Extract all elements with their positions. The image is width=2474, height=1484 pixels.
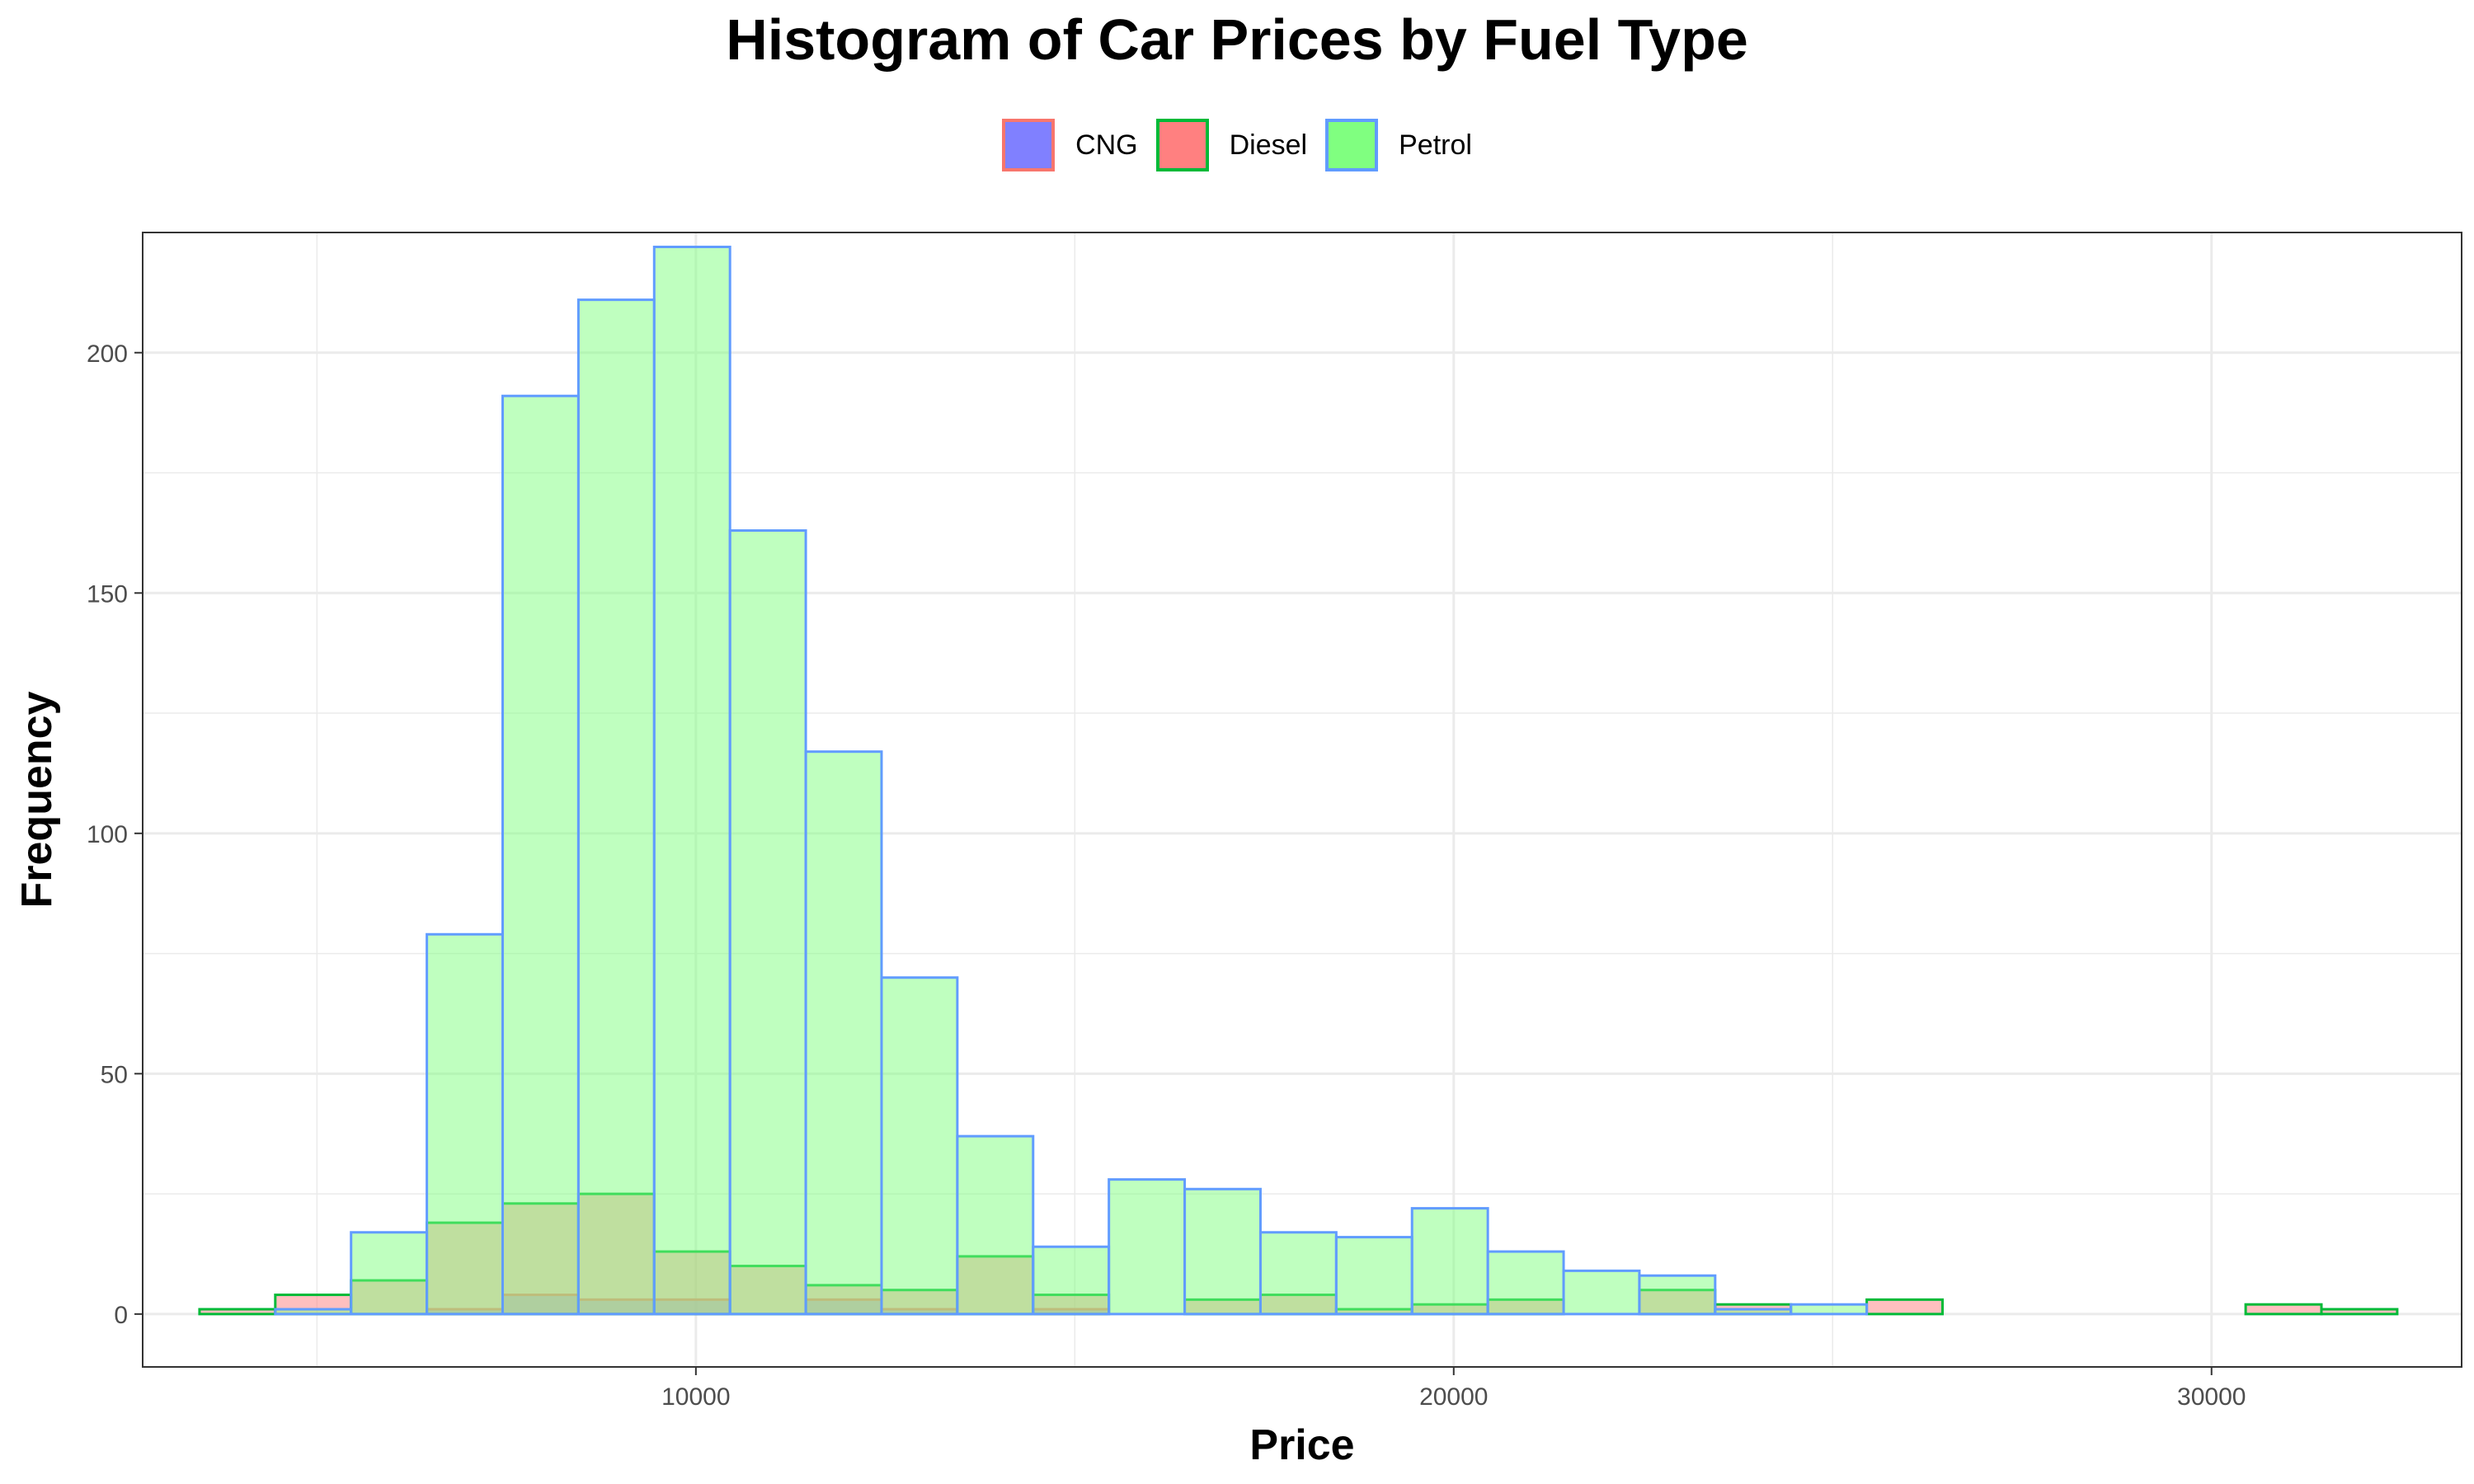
bar-petrol-8 [804, 750, 883, 1316]
legend-key-diesel [1155, 119, 1209, 171]
bar-petrol-4 [501, 394, 580, 1316]
bar-petrol-1 [274, 1308, 353, 1316]
bar-petrol-3 [426, 932, 505, 1316]
chart-title: Histogram of Car Prices by Fuel Type [726, 7, 1748, 72]
histogram-bars [198, 245, 2399, 1316]
y-tick-label-4: 200 [87, 340, 128, 368]
bar-petrol-18 [1562, 1269, 1641, 1316]
bar-petrol-15 [1334, 1236, 1413, 1316]
bar-petrol-2 [350, 1231, 429, 1316]
bar-petrol-12 [1108, 1178, 1187, 1316]
legend-item-petrol: Petrol [1325, 119, 1472, 171]
y-tick-label-1: 50 [101, 1061, 128, 1088]
x-tick-label-1: 20000 [1419, 1383, 1488, 1411]
bar-petrol-7 [728, 528, 807, 1316]
y-axis-ticks: 0 50 100 150 200 [87, 340, 143, 1329]
y-tick-label-3: 150 [87, 580, 128, 608]
bar-petrol-17 [1486, 1250, 1565, 1316]
x-tick-label-0: 10000 [661, 1383, 730, 1411]
bar-diesel-0 [198, 1308, 277, 1316]
legend-label-petrol: Petrol [1399, 129, 1472, 161]
legend-item-cng: CNG [1002, 119, 1138, 171]
bar-petrol-6 [652, 245, 731, 1316]
y-axis-title: Frequency [13, 691, 61, 908]
bar-petrol-19 [1638, 1274, 1717, 1316]
bar-petrol-20 [1714, 1308, 1793, 1316]
y-tick-label-0: 0 [114, 1302, 128, 1329]
x-tick-label-2: 30000 [2177, 1383, 2246, 1411]
bar-petrol-16 [1410, 1207, 1489, 1316]
y-tick-label-2: 100 [87, 821, 128, 848]
series-petrol [274, 245, 1869, 1316]
plot-panel-border [142, 232, 2462, 1368]
legend-label-diesel: Diesel [1229, 129, 1308, 161]
legend: CNG Diesel Petrol [0, 115, 2474, 175]
bar-petrol-13 [1183, 1187, 1262, 1316]
bar-petrol-14 [1258, 1231, 1338, 1316]
bar-diesel-28 [2320, 1308, 2399, 1316]
bar-diesel-27 [2244, 1303, 2323, 1316]
bar-petrol-5 [576, 298, 656, 1316]
bar-diesel-22 [1865, 1298, 1945, 1316]
bar-petrol-10 [956, 1134, 1035, 1316]
x-axis-ticks: 10000 20000 30000 [661, 1367, 2246, 1411]
x-axis-title: Price [1249, 1421, 1354, 1469]
legend-label-cng: CNG [1075, 129, 1138, 161]
bar-petrol-21 [1790, 1303, 1869, 1316]
bar-petrol-9 [880, 976, 959, 1316]
legend-item-diesel: Diesel [1155, 119, 1308, 171]
legend-key-cng [1002, 119, 1056, 171]
bar-petrol-11 [1032, 1245, 1111, 1316]
legend-key-petrol [1325, 119, 1379, 171]
